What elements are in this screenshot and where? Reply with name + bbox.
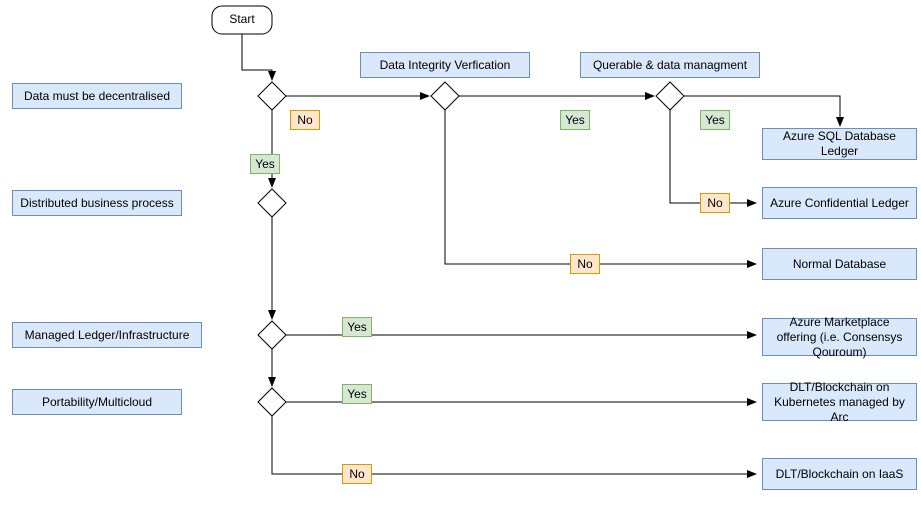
question-q5: Managed Ledger/Infrastructure xyxy=(12,322,202,348)
outcome-o1: Azure SQL Database Ledger xyxy=(762,128,917,160)
tag-d4_no: No xyxy=(700,193,730,213)
question-q6: Portability/Multicloud xyxy=(12,389,182,415)
question-q1: Data must be decentralised xyxy=(12,83,182,109)
tag-d6_no: No xyxy=(342,464,372,484)
tag-d4_yes: Yes xyxy=(700,110,730,130)
tag-d3_yes: Yes xyxy=(560,110,590,130)
tag-d3_no: No xyxy=(570,254,600,274)
outcome-o2: Azure Confidential Ledger xyxy=(762,187,917,219)
question-q3: Data Integrity Verfication xyxy=(360,52,530,78)
labels-layer: Data must be decentralised Distributed bu… xyxy=(0,0,921,511)
tag-d6_yes: Yes xyxy=(342,384,372,404)
question-q2: Distributed business process xyxy=(12,190,182,216)
outcome-o3: Normal Database xyxy=(762,248,917,280)
outcome-o6: DLT/Blockchain on IaaS xyxy=(762,458,917,490)
tag-d1_yes: Yes xyxy=(250,154,280,174)
outcome-o5: DLT/Blockchain on Kubernetes managed by … xyxy=(762,383,917,421)
tag-d5_yes: Yes xyxy=(342,317,372,337)
outcome-o4: Azure Marketplace offering (i.e. Consens… xyxy=(762,318,917,356)
question-q4: Querable & data managment xyxy=(580,52,760,78)
tag-d1_no: No xyxy=(290,110,320,130)
